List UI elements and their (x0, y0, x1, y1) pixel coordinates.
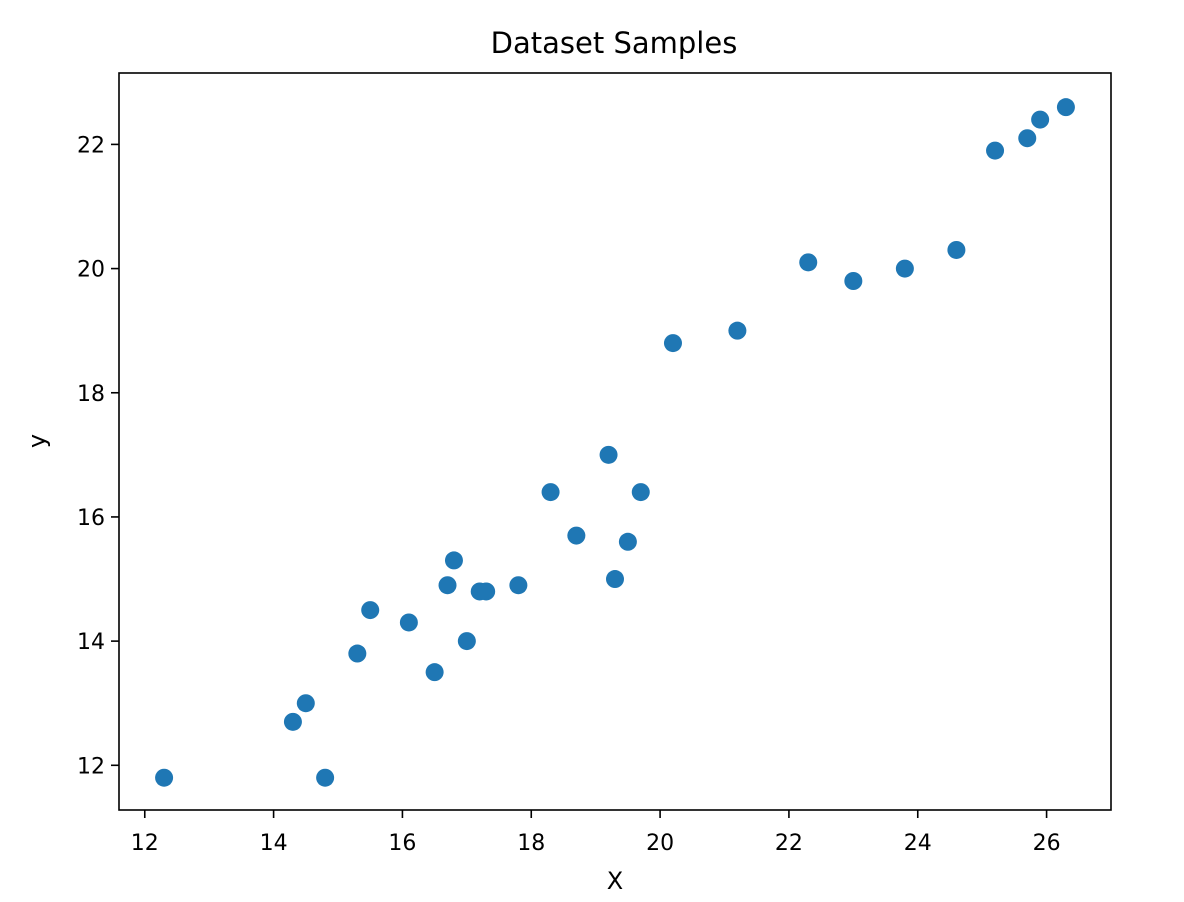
data-point (283, 712, 302, 731)
data-points (155, 98, 1075, 787)
data-point (1031, 110, 1050, 129)
x-tick-label: 24 (904, 831, 932, 856)
data-point (986, 141, 1005, 160)
x-tick-label: 14 (260, 831, 288, 856)
data-point (599, 445, 618, 464)
data-point (947, 240, 966, 259)
data-point (399, 613, 418, 632)
x-tick-label: 16 (388, 831, 416, 856)
y-axis: 12 14 16 18 20 22 (77, 133, 119, 779)
x-tick-label: 20 (646, 831, 674, 856)
y-tick-label: 20 (77, 258, 105, 283)
data-point (663, 334, 682, 353)
y-tick-label: 14 (77, 630, 105, 655)
data-point (606, 570, 624, 589)
data-point (425, 663, 444, 682)
data-point (799, 253, 818, 272)
x-tick-label: 18 (517, 831, 545, 856)
data-point (477, 582, 496, 601)
data-point (631, 483, 650, 502)
data-point (541, 483, 560, 502)
y-tick-label: 18 (77, 382, 105, 407)
chart-title: Dataset Samples (491, 26, 738, 60)
data-point (567, 526, 586, 545)
data-point (1018, 129, 1037, 148)
y-tick-label: 12 (77, 754, 105, 779)
x-tick-label: 26 (1033, 831, 1061, 856)
data-point (618, 532, 637, 551)
y-tick-label: 22 (77, 133, 105, 158)
x-axis: 12 14 16 18 20 22 24 26 (131, 810, 1061, 856)
data-point (844, 271, 863, 290)
data-point (316, 768, 335, 787)
y-axis-label: y (23, 434, 51, 448)
data-point (1056, 98, 1075, 117)
y-tick-label: 16 (77, 506, 105, 531)
data-point (444, 551, 463, 570)
plot-area: 12 14 16 18 20 22 24 26 12 14 16 18 20 22 (77, 72, 1112, 856)
data-point (361, 601, 380, 620)
data-point (509, 576, 528, 595)
data-point (438, 576, 457, 595)
data-point (895, 259, 914, 278)
x-tick-label: 12 (131, 831, 159, 856)
x-tick-label: 22 (775, 831, 803, 856)
data-point (348, 644, 367, 663)
data-point (457, 632, 476, 651)
plot-frame (118, 72, 1112, 811)
data-point (296, 694, 315, 713)
x-axis-label: X (607, 867, 623, 895)
data-point (155, 768, 174, 787)
data-point (728, 321, 747, 340)
